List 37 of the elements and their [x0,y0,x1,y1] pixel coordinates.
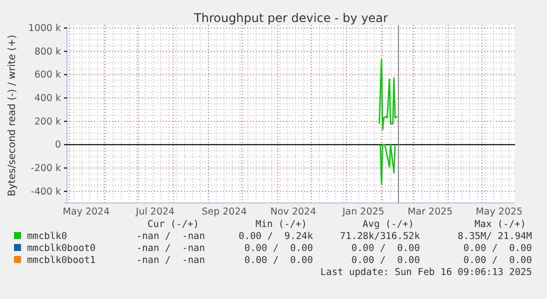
text: Last update: Sun Feb 16 09:06:13 2025 [320,267,532,278]
legend-label: mmcblk0boot0 [27,243,96,254]
y-tick-label: 600 k [34,70,62,81]
text: 0.00 / 9.24k [238,231,314,242]
text: 0.00 / 0.00 [463,255,532,266]
text: Cur (-/+) [148,219,199,230]
x-tick-label: May 2024 [62,206,110,218]
text: 0.00 / 0.00 [351,243,420,254]
y-tick-label: 200 k [34,116,62,128]
legend-label: mmcblk0 [27,231,68,242]
chart-title: Throughput per device - by year [193,11,388,25]
y-tick-label: 800 k [34,46,62,58]
text: 71.28k/316.52k [340,231,420,242]
x-tick-label: Mar 2025 [408,206,453,218]
text: 0.00 / 0.00 [244,255,314,266]
legend-label: mmcblk0boot1 [27,255,96,266]
y-tick-label: -200 k [30,163,62,174]
text: -nan / -nan [136,243,205,254]
y-axis-title: Bytes/second read (-) / write (+) [7,34,18,196]
text: Min (-/+) [256,219,307,230]
text: 0.00 / 0.00 [351,255,420,266]
y-tick-label: 0 [54,140,61,151]
text: Max (-/+) [474,219,526,230]
text: Avg (-/+) [362,219,414,230]
text: 0.00 / 0.00 [463,243,532,254]
text: 0.00 / 0.00 [244,243,314,254]
text: 8.35M/ 21.94M [458,231,532,242]
text: -nan / -nan [136,231,205,242]
x-tick-label: May 2025 [476,206,523,218]
y-tick-label: 1000 k [28,23,62,34]
y-tick-label: 400 k [34,93,62,104]
text: -nan / -nan [136,255,205,266]
x-tick-label: Sep 2024 [202,206,247,218]
x-tick-label: Jan 2025 [341,206,384,218]
x-tick-label: Nov 2024 [270,206,316,218]
x-tick-label: Jul 2024 [134,206,175,218]
y-tick-label: -400 k [30,186,62,198]
